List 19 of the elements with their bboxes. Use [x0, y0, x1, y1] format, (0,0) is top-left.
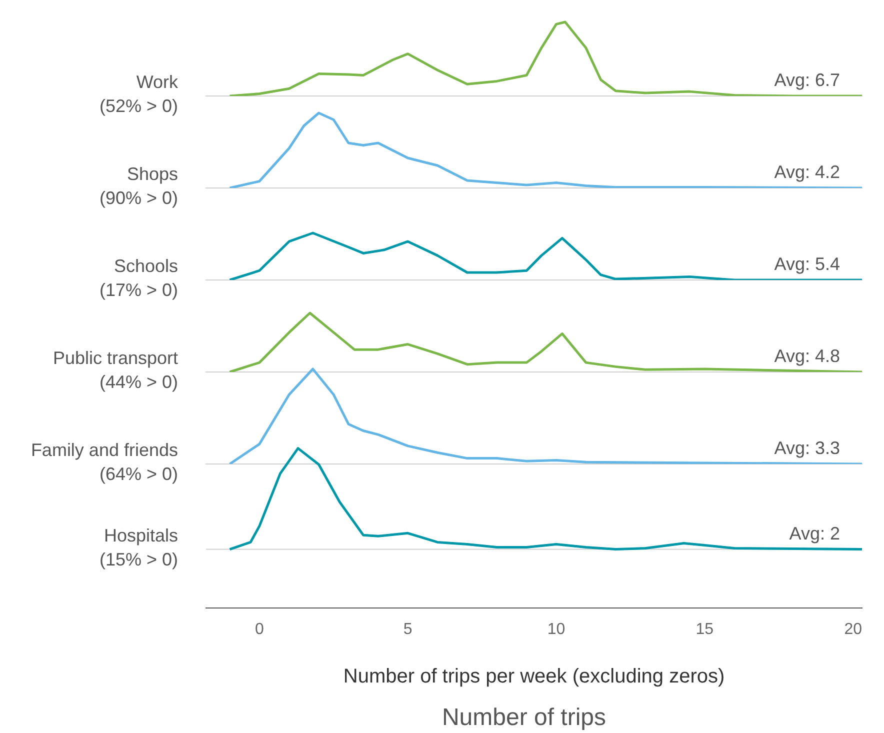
y-axis-title: Schools (17% > 0) — [99, 256, 178, 300]
y-axis-title: Work (52% > 0) — [99, 72, 179, 116]
annotation: Avg: 5.4 — [774, 254, 840, 274]
annotation: Avg: 3.3 — [774, 438, 840, 458]
x-tick-label: 20 — [844, 620, 862, 638]
y-axis-title: Hospitals (15% > 0) — [99, 525, 178, 570]
x-tick-label: 10 — [547, 620, 566, 638]
annotation: Avg: 4.8 — [774, 346, 840, 366]
y-axis-title: Shops (90% > 0) — [99, 164, 178, 208]
annotation: Avg: 4.2 — [774, 162, 840, 182]
x-tick-label: 5 — [403, 620, 412, 638]
x-tick-label: 0 — [254, 620, 264, 638]
x-tick-label: 15 — [696, 620, 714, 638]
y-axis-title: Public transport (44% > 0) — [52, 348, 178, 392]
annotation: Avg: 6.7 — [774, 70, 840, 90]
x-axis-title: Number of trips per week (excluding zeros) — [343, 666, 725, 688]
y-axis-title: Family and friends (64% > 0) — [30, 440, 178, 484]
annotation: Avg: 2 — [789, 523, 840, 544]
text: Number of trips — [442, 704, 606, 731]
